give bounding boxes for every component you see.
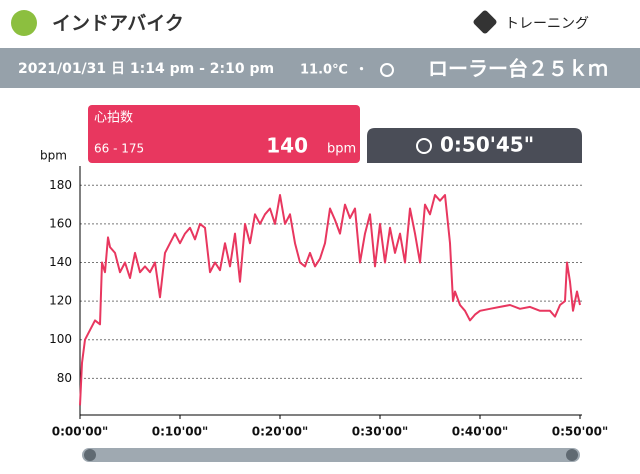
x-tick-label: 0:40'00" (452, 425, 508, 439)
card-value: 140 (266, 134, 308, 158)
info-bar (0, 48, 640, 88)
card-range: 66 - 175 (94, 142, 144, 156)
y-tick-label: 120 (49, 294, 72, 308)
y-tick-label: 100 (49, 332, 72, 346)
x-tick-label: 0:20'00" (252, 425, 308, 439)
y-tick-label: 140 (49, 255, 72, 269)
card-label: 心拍数 (94, 111, 133, 126)
slider-start[interactable] (84, 449, 96, 461)
timer: 0:50'45" (440, 133, 534, 157)
sun-icon (380, 63, 394, 77)
y-axis-label: bpm (40, 149, 67, 163)
x-tick-label: 0:00'00" (52, 425, 108, 439)
route: ローラー台２５ｋｍ (428, 57, 608, 81)
x-tick-label: 0:30'00" (352, 425, 408, 439)
slider-end[interactable] (566, 449, 578, 461)
heart-rate-line (79, 194, 581, 406)
slider-track[interactable] (82, 448, 580, 462)
heart-card (88, 105, 360, 163)
date: 2021/01/31 日 1:14 pm - 2:10 pm (18, 61, 274, 77)
y-tick-label: 180 (49, 178, 72, 192)
timer-box (367, 128, 582, 163)
x-tick-label: 0:10'00" (152, 425, 208, 439)
separator: ・ (355, 63, 368, 78)
tag[interactable]: トレーニング (505, 16, 589, 32)
x-tick-label: 0:50'00" (552, 425, 608, 439)
card-unit: bpm (327, 142, 356, 157)
title: インドアバイク (52, 13, 184, 35)
timer-icon (416, 138, 432, 154)
y-tick-label: 160 (49, 216, 72, 230)
y-tick-label: 80 (57, 371, 72, 385)
bike-icon (11, 10, 37, 36)
tag-icon[interactable] (472, 9, 497, 34)
temperature: 11.0℃ (300, 63, 348, 78)
